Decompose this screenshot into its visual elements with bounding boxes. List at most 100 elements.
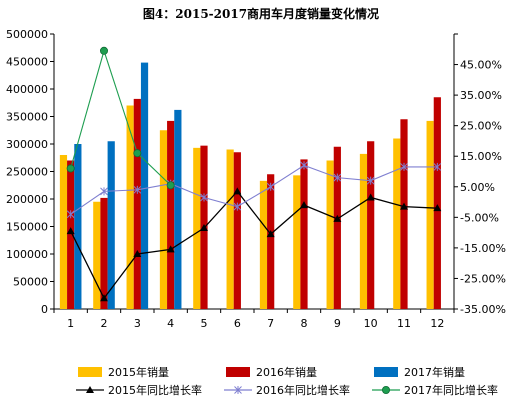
line-marker-star	[266, 182, 275, 191]
x-tick-label: 11	[397, 317, 411, 330]
legend-label: 2016年同比增长率	[256, 383, 350, 397]
y-left-tick-label: 0	[41, 303, 48, 316]
line-marker-triangle	[366, 193, 375, 201]
bar	[426, 120, 434, 310]
bar	[174, 109, 182, 310]
line-marker-star	[200, 193, 208, 202]
y-left-tick-label: 400000	[6, 83, 48, 96]
legend-item: 2016年销量	[226, 365, 317, 379]
line-marker-circle	[381, 385, 390, 394]
y-right-tick-label: 15.00%	[460, 150, 502, 163]
x-tick-label: 10	[364, 317, 378, 330]
bar	[367, 141, 375, 309]
legend-swatch	[78, 367, 102, 377]
line-marker-star	[133, 185, 142, 194]
y-left-tick-label: 50000	[13, 276, 48, 289]
bar	[67, 160, 75, 309]
x-tick-label: 3	[134, 317, 141, 330]
y-left-tick-label: 300000	[6, 138, 48, 151]
y-left-tick-label: 450000	[6, 56, 48, 69]
x-tick-label: 6	[234, 317, 241, 330]
line-marker-star	[100, 187, 108, 196]
series-line	[70, 48, 172, 186]
bar	[293, 175, 301, 309]
y-right-tick-label: 35.00%	[460, 89, 502, 102]
y-left-tick-label: 500000	[6, 28, 48, 41]
y-right-tick-label: -15.00%	[460, 242, 506, 255]
bar	[59, 155, 68, 309]
legend-swatch	[374, 367, 398, 377]
line-marker-circle	[166, 181, 175, 190]
line-marker-triangle	[133, 250, 142, 257]
ticks: 0500001000001500002000002500003000003500…	[6, 28, 506, 330]
chart-title: 图4：2015-2017商用车月度销量变化情况	[143, 6, 379, 21]
line-marker-circle	[133, 149, 142, 158]
line-marker-triangle	[166, 245, 175, 253]
legend-swatch	[226, 367, 250, 377]
line-marker-triangle	[100, 294, 108, 302]
bar	[159, 130, 168, 309]
line-marker-star	[333, 173, 342, 182]
legend-item: 2015年同比增长率	[76, 383, 202, 397]
y-left-tick-label: 100000	[6, 248, 48, 261]
legend-label: 2015年销量	[108, 365, 169, 379]
line-marker-triangle	[300, 201, 308, 209]
bar	[167, 120, 175, 310]
x-tick-label: 4	[167, 317, 174, 330]
legend-label: 2017年同比增长率	[404, 383, 498, 397]
bar	[133, 98, 141, 310]
y-left-tick-label: 250000	[6, 166, 48, 179]
x-tick-label: 5	[201, 317, 208, 330]
bar	[126, 105, 134, 309]
line-marker-triangle	[333, 214, 342, 222]
y-left-tick-label: 350000	[6, 111, 48, 124]
bar	[74, 144, 82, 309]
line-marker-star	[66, 210, 75, 219]
line-marker-triangle	[200, 224, 208, 232]
line-marker-circle	[66, 164, 75, 173]
bars	[59, 62, 441, 310]
legend-item: 2016年同比增长率	[224, 383, 350, 397]
line-marker-star	[300, 161, 308, 170]
y-right-tick-label: -25.00%	[460, 272, 506, 285]
line-marker-star	[433, 162, 442, 171]
line-marker-triangle	[86, 386, 94, 393]
line-marker-star	[400, 162, 408, 171]
series-line	[70, 164, 438, 215]
y-right-tick-label: 45.00%	[460, 59, 502, 72]
bar	[359, 153, 368, 309]
line-marker-triangle	[400, 202, 408, 210]
legend-item: 2015年销量	[78, 365, 169, 379]
series-line	[70, 190, 438, 300]
bar	[300, 159, 308, 309]
bar	[226, 149, 234, 309]
bar	[140, 62, 149, 309]
line-marker-star	[234, 386, 242, 394]
line-marker-triangle	[66, 227, 75, 235]
line-marker-star	[233, 202, 242, 211]
y-right-tick-label: -5.00%	[460, 211, 499, 224]
y-left-tick-label: 200000	[6, 193, 48, 206]
bar	[326, 160, 334, 309]
legend-label: 2016年销量	[256, 365, 317, 379]
bar	[393, 138, 401, 309]
bar	[267, 174, 275, 309]
x-tick-label: 7	[267, 317, 274, 330]
line-marker-circle	[100, 46, 109, 55]
y-left-tick-label: 150000	[6, 221, 48, 234]
x-tick-label: 9	[334, 317, 341, 330]
y-right-tick-label: 25.00%	[460, 120, 502, 133]
legend-item: 2017年销量	[374, 365, 465, 379]
line-marker-star	[366, 176, 375, 185]
x-tick-label: 1	[67, 317, 74, 330]
line-marker-triangle	[233, 187, 242, 195]
bar	[259, 180, 268, 309]
bar	[193, 147, 201, 309]
bar	[93, 201, 101, 309]
legend-item: 2017年同比增长率	[372, 383, 498, 397]
lines	[66, 46, 442, 302]
bar	[233, 152, 241, 309]
x-tick-label: 2	[101, 317, 108, 330]
legend-label: 2017年销量	[404, 365, 465, 379]
